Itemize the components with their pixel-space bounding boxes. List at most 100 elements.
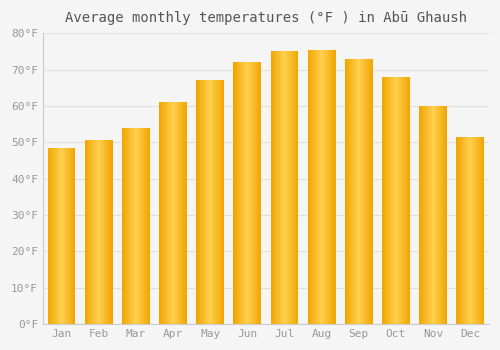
Bar	[104, 140, 105, 324]
Bar	[210, 80, 211, 324]
Bar	[428, 106, 429, 324]
Bar	[149, 128, 150, 324]
Bar	[256, 62, 257, 324]
Bar	[365, 59, 366, 324]
Bar	[235, 62, 236, 324]
Bar	[481, 137, 482, 324]
Bar	[160, 102, 161, 324]
Bar	[293, 51, 294, 324]
Bar	[218, 80, 219, 324]
Bar	[279, 51, 280, 324]
Bar	[478, 137, 480, 324]
Bar	[332, 50, 333, 324]
Bar	[467, 137, 468, 324]
Bar	[345, 59, 346, 324]
Bar	[138, 128, 140, 324]
Bar	[61, 148, 62, 324]
Bar	[346, 59, 347, 324]
Bar	[319, 50, 320, 324]
Bar	[308, 50, 309, 324]
Bar	[323, 50, 324, 324]
Bar	[74, 148, 75, 324]
Bar	[93, 140, 94, 324]
Bar	[260, 62, 262, 324]
Bar	[390, 77, 391, 324]
Bar	[204, 80, 206, 324]
Bar	[462, 137, 464, 324]
Bar	[175, 102, 176, 324]
Bar	[275, 51, 276, 324]
Bar	[234, 62, 235, 324]
Bar	[162, 102, 164, 324]
Bar	[367, 59, 368, 324]
Bar	[244, 62, 246, 324]
Bar	[174, 102, 175, 324]
Bar	[322, 50, 323, 324]
Bar	[184, 102, 185, 324]
Bar	[202, 80, 203, 324]
Bar	[326, 50, 327, 324]
Bar	[70, 148, 72, 324]
Bar	[430, 106, 431, 324]
Bar	[294, 51, 295, 324]
Bar	[214, 80, 215, 324]
Bar	[54, 148, 56, 324]
Bar	[134, 128, 135, 324]
Bar	[48, 148, 49, 324]
Bar	[351, 59, 352, 324]
Bar	[171, 102, 172, 324]
Bar	[458, 137, 459, 324]
Bar	[133, 128, 134, 324]
Bar	[270, 51, 272, 324]
Bar	[349, 59, 350, 324]
Bar	[142, 128, 143, 324]
Bar	[220, 80, 222, 324]
Bar	[240, 62, 241, 324]
Bar	[85, 140, 86, 324]
Bar	[335, 50, 336, 324]
Bar	[159, 102, 160, 324]
Bar	[100, 140, 101, 324]
Bar	[386, 77, 387, 324]
Bar	[208, 80, 209, 324]
Bar	[408, 77, 409, 324]
Bar	[252, 62, 253, 324]
Bar	[459, 137, 460, 324]
Bar	[317, 50, 318, 324]
Bar	[361, 59, 362, 324]
Bar	[469, 137, 470, 324]
Bar	[327, 50, 328, 324]
Bar	[309, 50, 310, 324]
Bar	[186, 102, 187, 324]
Bar	[198, 80, 199, 324]
Bar	[136, 128, 138, 324]
Bar	[473, 137, 474, 324]
Bar	[274, 51, 275, 324]
Bar	[480, 137, 481, 324]
Bar	[443, 106, 444, 324]
Bar	[146, 128, 147, 324]
Bar	[295, 51, 296, 324]
Bar	[310, 50, 311, 324]
Bar	[91, 140, 92, 324]
Bar	[87, 140, 88, 324]
Bar	[173, 102, 174, 324]
Bar	[89, 140, 90, 324]
Bar	[272, 51, 274, 324]
Bar	[180, 102, 182, 324]
Bar	[103, 140, 104, 324]
Bar	[131, 128, 132, 324]
Bar	[427, 106, 428, 324]
Bar	[444, 106, 445, 324]
Bar	[164, 102, 166, 324]
Bar	[433, 106, 434, 324]
Bar	[471, 137, 472, 324]
Bar	[456, 137, 457, 324]
Bar	[242, 62, 243, 324]
Bar	[236, 62, 237, 324]
Bar	[161, 102, 162, 324]
Bar	[197, 80, 198, 324]
Bar	[63, 148, 64, 324]
Bar	[105, 140, 106, 324]
Bar	[404, 77, 405, 324]
